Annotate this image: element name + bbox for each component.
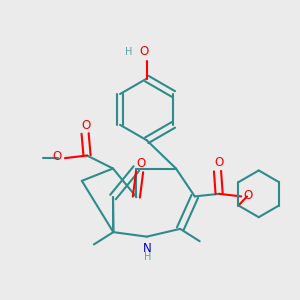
Text: O: O	[81, 118, 90, 131]
Text: H: H	[144, 252, 151, 262]
Text: H: H	[125, 47, 133, 57]
Text: O: O	[136, 157, 145, 170]
Text: O: O	[139, 45, 148, 58]
Text: O: O	[214, 156, 224, 169]
Text: N: N	[143, 242, 152, 255]
Text: O: O	[243, 189, 252, 202]
Text: O: O	[52, 150, 62, 163]
